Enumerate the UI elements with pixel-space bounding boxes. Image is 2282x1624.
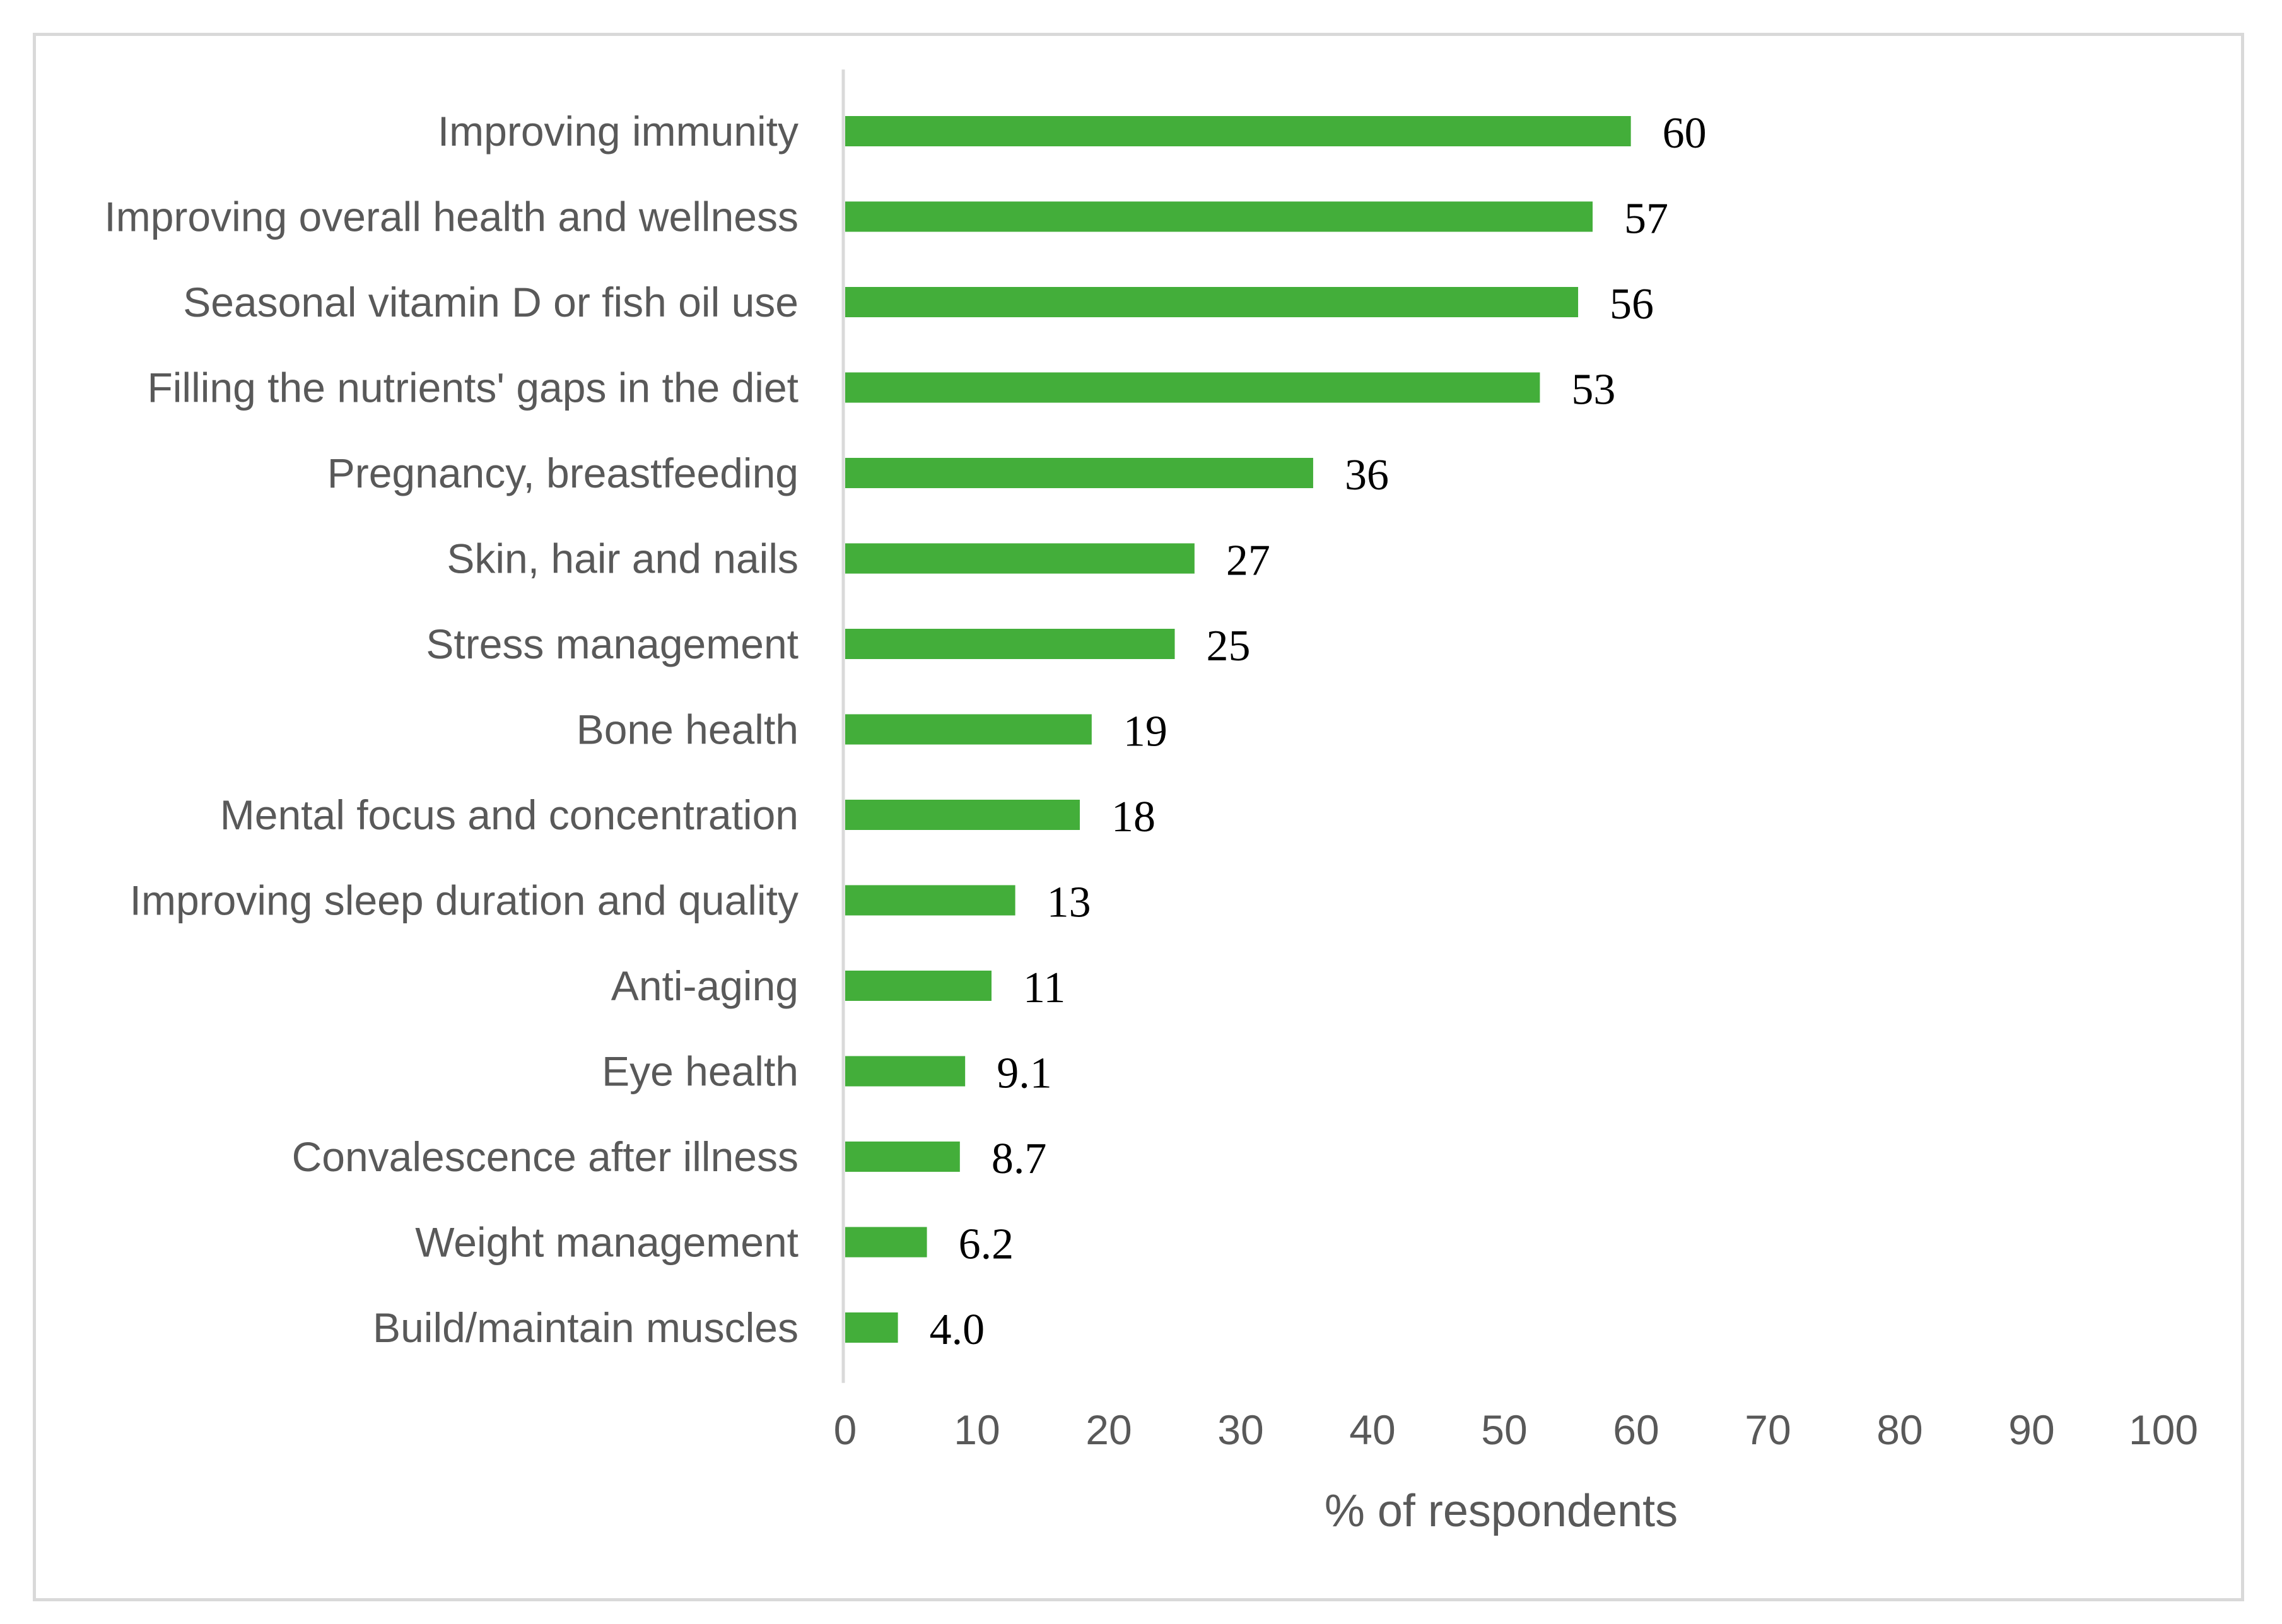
bar [845,201,1593,232]
bar [845,1312,898,1343]
data-label: 13 [1047,879,1091,927]
x-axis-title: % of respondents [1325,1486,1678,1536]
category-label: Mental focus and concentration [220,792,799,838]
data-label: 25 [1207,622,1251,670]
x-tick-label: 100 [2129,1406,2198,1453]
x-tick-label: 10 [954,1406,1000,1453]
category-label: Improving sleep duration and quality [130,877,799,924]
data-label: 11 [1023,964,1065,1012]
bar [845,372,1540,403]
category-label: Anti-aging [611,962,799,1009]
category-label: Pregnancy, breastfeeding [327,450,799,496]
data-label: 53 [1571,366,1615,414]
bar [845,458,1313,488]
category-label: Improving immunity [438,108,799,155]
bar [845,885,1015,916]
data-label: 8.7 [992,1135,1047,1183]
category-label: Seasonal vitamin D or fish oil use [183,279,799,325]
data-label: 60 [1663,109,1707,158]
data-label: 27 [1226,537,1270,585]
category-label: Bone health [576,706,799,753]
bar [845,1056,966,1087]
x-tick-label: 70 [1745,1406,1791,1453]
x-tick-label: 20 [1085,1406,1132,1453]
data-label: 36 [1345,451,1389,499]
data-label: 9.1 [997,1049,1052,1098]
x-tick-label: 50 [1481,1406,1527,1453]
data-label: 56 [1610,280,1654,329]
bar [845,1227,927,1258]
x-tick-label: 40 [1349,1406,1395,1453]
bar [845,543,1195,574]
data-label: 4.0 [930,1306,985,1354]
bar [845,1142,960,1172]
category-label: Convalescence after illness [292,1133,799,1180]
bar [845,116,1631,146]
x-tick-label: 60 [1613,1406,1659,1453]
category-label: Weight management [415,1219,799,1266]
category-label: Filling the nutrients' gaps in the diet [147,365,799,411]
x-tick-label: 0 [834,1406,857,1453]
category-label: Eye health [602,1048,799,1095]
bar [845,287,1579,317]
category-label: Build/maintain muscles [373,1304,799,1351]
data-label: 19 [1123,708,1167,756]
bar [845,629,1175,659]
category-label: Skin, hair and nails [447,535,799,582]
data-label: 18 [1111,793,1156,841]
category-label: Stress management [426,621,799,667]
x-tick-label: 30 [1217,1406,1263,1453]
bar [845,971,992,1001]
category-label: Improving overall health and wellness [104,194,799,240]
bar [845,714,1092,745]
data-label: 6.2 [959,1220,1014,1269]
x-tick-label: 90 [2008,1406,2054,1453]
data-label: 57 [1624,195,1668,243]
bar [845,800,1080,830]
x-tick-label: 80 [1876,1406,1922,1453]
